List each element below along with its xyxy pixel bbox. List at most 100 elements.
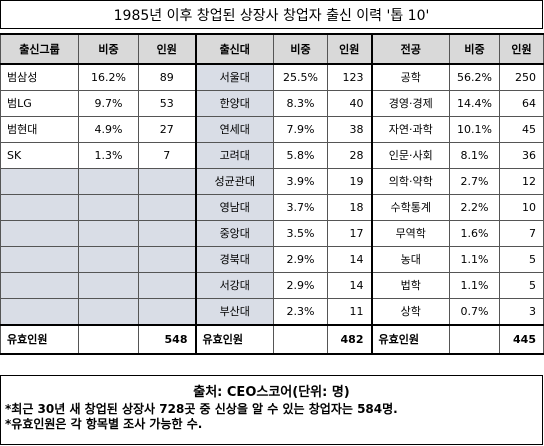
- major-count: 12: [499, 168, 544, 195]
- major-share: 0.7%: [449, 298, 500, 326]
- table-row: 범현대 4.9% 27 연세대 7.9% 38 자연·과학 10.1% 45: [0, 116, 544, 143]
- university-count: 28: [327, 142, 373, 169]
- university-count: 14: [327, 246, 373, 273]
- empty-cell: [78, 220, 139, 247]
- group-name: 범현대: [0, 116, 79, 143]
- major-share: 8.1%: [449, 142, 500, 169]
- column-header: 출신그룹: [0, 33, 79, 65]
- column-header: 비중: [273, 33, 328, 65]
- major-name: 공학: [371, 63, 450, 91]
- university-name: 중앙대: [195, 220, 274, 247]
- table-row: 범LG 9.7% 53 한양대 8.3% 40 경영·경제 14.4% 64: [0, 90, 544, 117]
- university-name: 서울대: [195, 63, 274, 91]
- major-name: 상학: [371, 298, 450, 326]
- empty-cell: [0, 194, 79, 221]
- group-count: 7: [138, 142, 197, 169]
- university-count: 38: [327, 116, 373, 143]
- university-name: 서강대: [195, 272, 274, 299]
- university-name: 경북대: [195, 246, 274, 273]
- table-row: 서강대 2.9% 14 법학 1.1% 5: [0, 272, 544, 299]
- major-count: 3: [499, 298, 544, 326]
- group-share: 1.3%: [78, 142, 139, 169]
- university-share: 8.3%: [273, 90, 328, 117]
- group-name: 범삼성: [0, 63, 79, 91]
- empty-cell: [78, 272, 139, 299]
- major-share: 2.7%: [449, 168, 500, 195]
- empty-cell: [0, 298, 79, 326]
- major-name: 인문·사회: [371, 142, 450, 169]
- university-share: 2.3%: [273, 298, 328, 326]
- major-share: 1.1%: [449, 272, 500, 299]
- column-header: 비중: [449, 33, 500, 65]
- table-row: SK 1.3% 7 고려대 5.8% 28 인문·사회 8.1% 36: [0, 142, 544, 169]
- column-header: 인원: [499, 33, 544, 65]
- empty-cell: [138, 298, 197, 326]
- group-count: 89: [138, 63, 197, 91]
- empty-cell: [138, 220, 197, 247]
- university-count: 19: [327, 168, 373, 195]
- table-row: 중앙대 3.5% 17 무역학 1.6% 7: [0, 220, 544, 247]
- major-count: 5: [499, 272, 544, 299]
- empty-cell: [78, 194, 139, 221]
- major-count: 45: [499, 116, 544, 143]
- empty-cell: [0, 220, 79, 247]
- major-name: 무역학: [371, 220, 450, 247]
- empty-cell: [78, 298, 139, 326]
- group-count: 27: [138, 116, 197, 143]
- university-name: 연세대: [195, 116, 274, 143]
- university-name: 영남대: [195, 194, 274, 221]
- empty-cell: [78, 324, 139, 355]
- major-count: 250: [499, 63, 544, 91]
- university-share: 3.5%: [273, 220, 328, 247]
- groups-total: 548: [138, 324, 197, 355]
- footnote: *유효인원은 각 항목별 조사 가능한 수.: [5, 417, 203, 431]
- major-share: 14.4%: [449, 90, 500, 117]
- university-count: 123: [327, 63, 373, 91]
- empty-cell: [138, 194, 197, 221]
- university-count: 18: [327, 194, 373, 221]
- university-share: 7.9%: [273, 116, 328, 143]
- column-header: 전공: [371, 33, 450, 65]
- university-share: 3.9%: [273, 168, 328, 195]
- table-row: 성균관대 3.9% 19 의학·약학 2.7% 12: [0, 168, 544, 195]
- university-count: 40: [327, 90, 373, 117]
- university-count: 11: [327, 298, 373, 326]
- column-header: 비중: [78, 33, 139, 65]
- empty-cell: [138, 272, 197, 299]
- empty-cell: [449, 324, 500, 355]
- major-name: 자연·과학: [371, 116, 450, 143]
- group-name: 범LG: [0, 90, 79, 117]
- group-share: 9.7%: [78, 90, 139, 117]
- empty-cell: [0, 272, 79, 299]
- university-name: 성균관대: [195, 168, 274, 195]
- group-name: SK: [0, 142, 79, 169]
- university-share: 3.7%: [273, 194, 328, 221]
- major-count: 10: [499, 194, 544, 221]
- table-row: 경북대 2.9% 14 농대 1.1% 5: [0, 246, 544, 273]
- major-count: 7: [499, 220, 544, 247]
- major-name: 법학: [371, 272, 450, 299]
- group-share: 4.9%: [78, 116, 139, 143]
- empty-cell: [78, 246, 139, 273]
- university-share: 2.9%: [273, 246, 328, 273]
- total-label: 유효인원: [371, 324, 450, 355]
- column-header: 인원: [327, 33, 373, 65]
- university-name: 한양대: [195, 90, 274, 117]
- empty-cell: [0, 168, 79, 195]
- major-name: 농대: [371, 246, 450, 273]
- major-share: 1.1%: [449, 246, 500, 273]
- major-share: 1.6%: [449, 220, 500, 247]
- major-count: 5: [499, 246, 544, 273]
- major-share: 10.1%: [449, 116, 500, 143]
- footnote: *최근 30년 새 창업된 상장사 728곳 중 신상을 알 수 있는 창업자는…: [5, 402, 398, 416]
- empty-cell: [78, 168, 139, 195]
- empty-cell: [0, 246, 79, 273]
- header-row: 출신그룹 비중 인원 출신대 비중 인원 전공 비중 인원: [0, 33, 544, 65]
- table-row: 부산대 2.3% 11 상학 0.7% 3: [0, 298, 544, 326]
- major-share: 56.2%: [449, 63, 500, 91]
- group-share: 16.2%: [78, 63, 139, 91]
- university-share: 2.9%: [273, 272, 328, 299]
- university-count: 14: [327, 272, 373, 299]
- major-name: 의학·약학: [371, 168, 450, 195]
- major-name: 수학통계: [371, 194, 450, 221]
